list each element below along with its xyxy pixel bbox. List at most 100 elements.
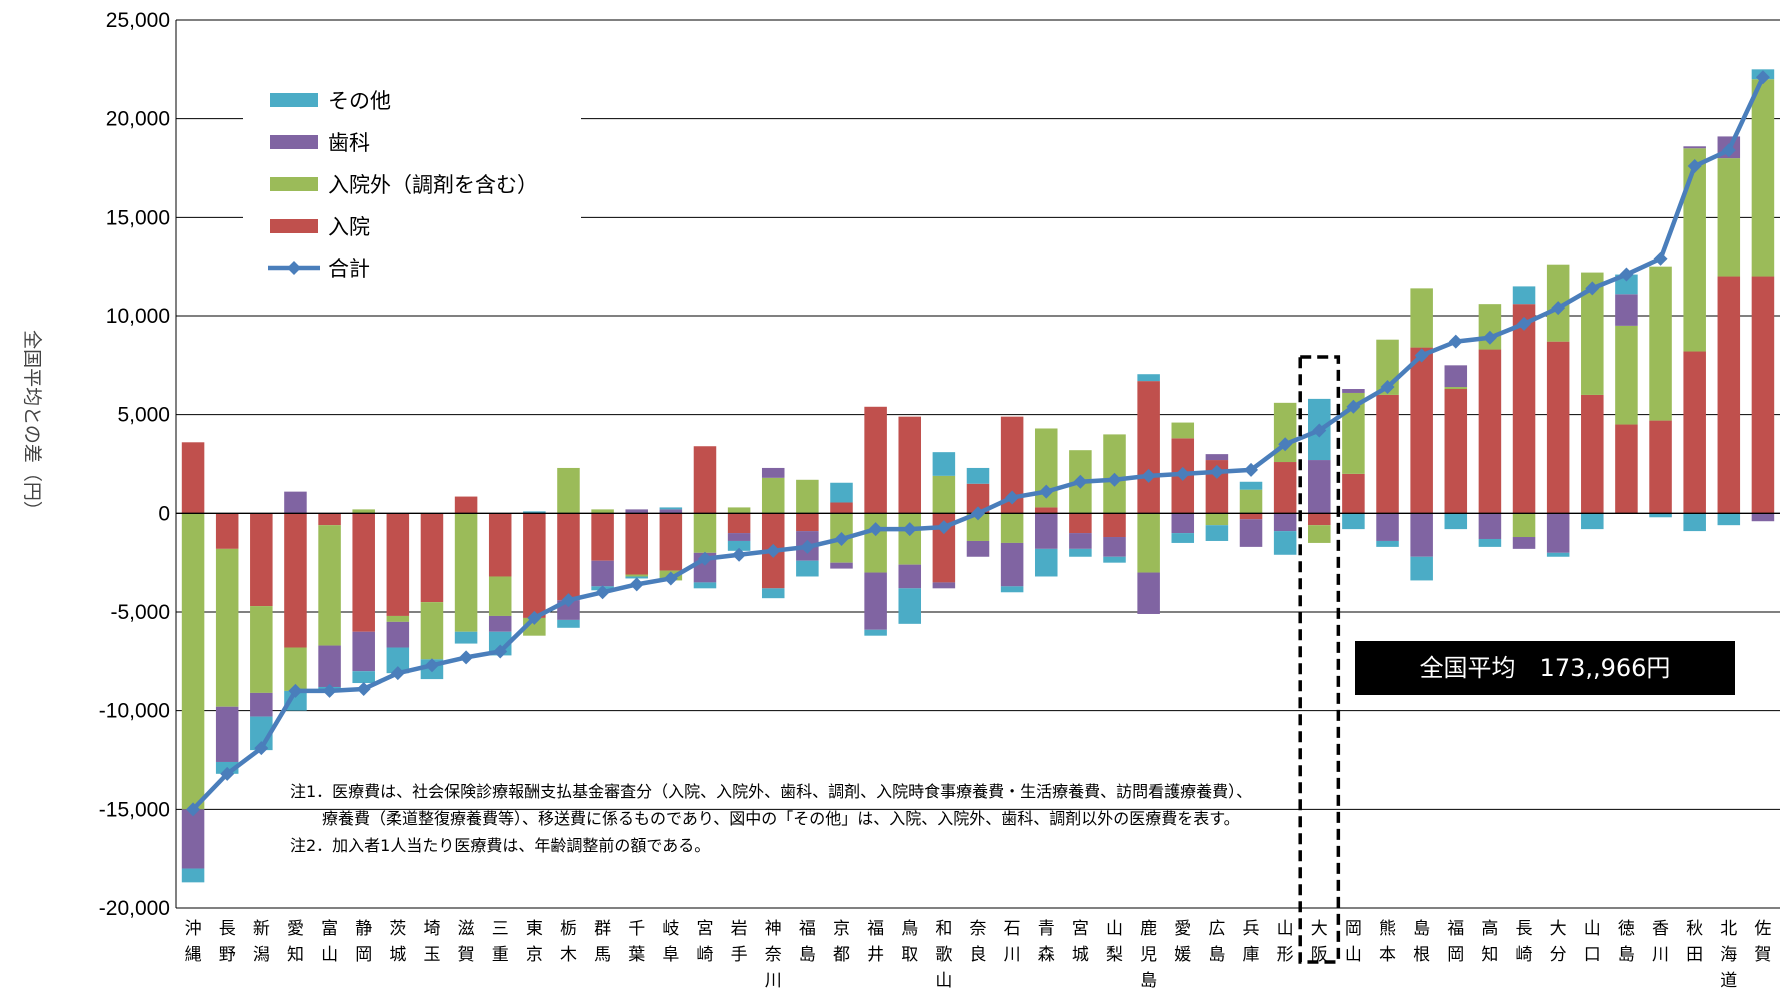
bar-segment-e6adafe7a791 [488, 615, 512, 632]
highlight-osaka-box [1298, 355, 1341, 964]
y-tick-label: 15,000 [106, 206, 170, 229]
total-point [629, 577, 644, 592]
bar-segment-e3819de381aee4bb96 [352, 671, 375, 684]
bar-segment-e585a5e999a2 [1444, 389, 1468, 514]
bar-segment-e585a5e999a2e5a496efbc88e8aabfe589a4e38292e590abe38280efbc89 [420, 602, 444, 660]
total-point [1551, 301, 1566, 316]
x-category-label: 山形 [1277, 919, 1294, 965]
x-category-label: 大阪 [1311, 919, 1328, 965]
bar-segment-e585a5e999a2 [181, 442, 205, 514]
x-category-label: 岡山 [1345, 919, 1362, 965]
bar-segment-e585a5e999a2e5a496efbc88e8aabfe589a4e38292e590abe38280efbc89 [386, 615, 410, 622]
x-category-label: 三重 [492, 919, 509, 965]
bar-segment-e585a5e999a2e5a496efbc88e8aabfe589a4e38292e590abe38280efbc89 [1239, 489, 1263, 514]
bar-segment-e585a5e999a2e5a496efbc88e8aabfe589a4e38292e590abe38280efbc89 [1273, 402, 1297, 463]
bar-segment-e6adafe7a791 [932, 582, 956, 589]
x-category-label: 北海道 [1720, 919, 1737, 991]
total-point [527, 610, 542, 625]
legend-label: 入院外（調剤を含む） [328, 173, 538, 197]
bar-segment-e3819de381aee4bb96 [1342, 513, 1365, 530]
bar-segment-e3819de381aee4bb96 [761, 588, 785, 599]
legend-label: 歯科 [328, 131, 370, 155]
bars [181, 69, 1775, 883]
bar-segment-e585a5e999a2e5a496efbc88e8aabfe589a4e38292e590abe38280efbc89 [215, 548, 239, 707]
total-point [1175, 466, 1190, 481]
bar-segment-e6adafe7a791 [1410, 513, 1433, 557]
bar-segment-e585a5e999a2 [1103, 513, 1126, 538]
y-tick-label: 20,000 [106, 108, 170, 131]
bar-segment-e585a5e999a2 [796, 513, 819, 532]
x-category-label: 徳島 [1618, 919, 1635, 965]
bar-segment-e6adafe7a791 [1239, 519, 1263, 547]
bar-segment-e585a5e999a2e5a496efbc88e8aabfe589a4e38292e590abe38280efbc89 [181, 513, 205, 810]
bar-segment-e585a5e999a2 [284, 513, 307, 648]
bar-segment-e6adafe7a791 [181, 809, 205, 869]
total-point [595, 585, 610, 600]
total-point [1585, 281, 1600, 296]
bar-segment-e3819de381aee4bb96 [932, 452, 956, 476]
x-category-label: 山口 [1584, 919, 1601, 965]
total-point [1141, 468, 1156, 483]
bar-segment-e6adafe7a791 [1751, 513, 1775, 522]
x-category-label: 広島 [1208, 919, 1225, 965]
bar-segment-e585a5e999a2e5a496efbc88e8aabfe589a4e38292e590abe38280efbc89 [1137, 513, 1160, 573]
total-point [1721, 143, 1736, 158]
bar-segment-e585a5e999a2 [830, 502, 853, 514]
bar-segment-e6adafe7a791 [1103, 537, 1126, 557]
bar-segment-e585a5e999a2 [1069, 513, 1092, 534]
x-category-label: 埼玉 [423, 919, 440, 965]
y-tick-label: -10,000 [99, 700, 170, 723]
x-category-label: 群馬 [594, 919, 611, 965]
bar-segment-e3819de381aee4bb96 [1478, 538, 1502, 547]
bar-segment-e585a5e999a2 [932, 513, 956, 583]
bar-segment-e6adafe7a791 [352, 631, 375, 672]
bar-segment-e585a5e999a2e5a496efbc88e8aabfe589a4e38292e590abe38280efbc89 [557, 467, 580, 514]
bar-segment-e6adafe7a791 [1683, 146, 1706, 149]
bar-segment-e585a5e999a2 [1308, 513, 1331, 526]
average-box: 全国平均 173,,966円 [1355, 641, 1735, 695]
total-point [1380, 380, 1395, 395]
bar-segment-e6adafe7a791 [1034, 513, 1058, 549]
bar-segment-e3819de381aee4bb96 [898, 588, 922, 624]
bar-segment-e3819de381aee4bb96 [693, 582, 717, 589]
bar-segment-e3819de381aee4bb96 [1376, 540, 1399, 547]
bar-segment-e3819de381aee4bb96 [1034, 548, 1058, 577]
bar-segment-e585a5e999a2 [591, 513, 614, 561]
x-category-label: 奈良 [970, 919, 987, 965]
bar-segment-e6adafe7a791 [250, 692, 273, 717]
bar-segment-e3819de381aee4bb96 [1683, 513, 1706, 532]
bar-segment-e585a5e999a2 [1137, 381, 1160, 514]
x-category-label: 沖縄 [185, 919, 202, 965]
bar-segment-e585a5e999a2 [1751, 276, 1775, 514]
bar-segment-e585a5e999a2 [352, 513, 375, 632]
bar-segment-e585a5e999a2e5a496efbc88e8aabfe589a4e38292e590abe38280efbc89 [1649, 266, 1672, 421]
bar-segment-e585a5e999a2 [966, 483, 990, 514]
bar-segment-e3819de381aee4bb96 [1546, 552, 1570, 557]
bar-segment-e3819de381aee4bb96 [284, 690, 307, 711]
total-point [1517, 316, 1532, 331]
bar-segment-e6adafe7a791 [1308, 460, 1331, 514]
bar-segment-e585a5e999a2e5a496efbc88e8aabfe589a4e38292e590abe38280efbc89 [1717, 158, 1741, 277]
bar-segment-e6adafe7a791 [1000, 542, 1024, 587]
total-point [800, 539, 815, 554]
total-point [936, 520, 951, 535]
x-category-label: 和歌山 [935, 919, 952, 991]
bar-segment-e585a5e999a2 [1000, 416, 1024, 514]
bar-segment-e585a5e999a2 [659, 513, 683, 571]
legend-label: 合計 [328, 257, 370, 281]
bar-segment-e3819de381aee4bb96 [1239, 481, 1263, 490]
bar-segment-e3819de381aee4bb96 [966, 467, 990, 484]
note-3: 注2．加入者1人当たり医療費は、年齢調整前の額である。 [290, 836, 710, 855]
bar-segment-e585a5e999a2e5a496efbc88e8aabfe589a4e38292e590abe38280efbc89 [488, 576, 512, 616]
total-point [1039, 484, 1054, 499]
bar-segment-e585a5e999a2 [386, 513, 410, 616]
total-point [1073, 474, 1088, 489]
total-point [356, 681, 371, 696]
bar-segment-e3819de381aee4bb96 [1615, 274, 1638, 295]
bar-segment-e3819de381aee4bb96 [1581, 513, 1604, 530]
bar-segment-e3819de381aee4bb96 [727, 540, 751, 551]
bar-segment-e3819de381aee4bb96 [1137, 374, 1160, 382]
note-1: 注1．医療費は、社会保険診療報酬支払基金審査分（入院、入院外、歯科、調剤、入院時… [290, 782, 1252, 801]
bar-segment-e6adafe7a791 [1342, 389, 1365, 393]
